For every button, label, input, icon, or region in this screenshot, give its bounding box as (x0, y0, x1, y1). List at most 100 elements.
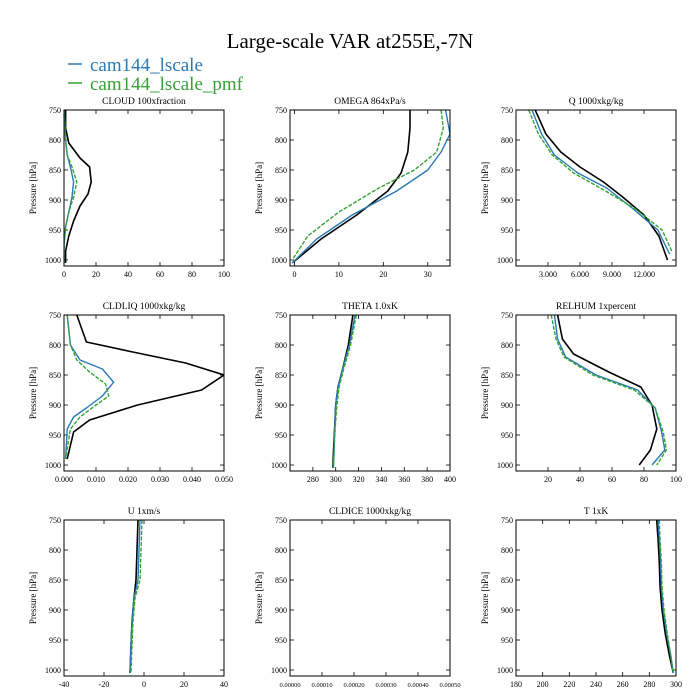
xtick-label-u: 20 (180, 680, 188, 689)
ytick-label-u: 950 (49, 636, 61, 645)
ytick-label-t: 850 (501, 576, 513, 585)
xtick-label-cldice: 0.00040 (407, 682, 428, 689)
ytick-label-theta: 950 (275, 431, 287, 440)
ytick-label-relhum: 800 (501, 341, 513, 350)
panel-title-relhum: RELHUM 1xpercent (556, 302, 636, 312)
xtick-label-t: 180 (510, 680, 522, 689)
ytick-label-u: 850 (49, 576, 61, 585)
xtick-label-relhum: 20 (544, 475, 552, 484)
xtick-label-relhum: 40 (576, 475, 584, 484)
ytick-label-theta: 800 (275, 341, 287, 350)
figure-title: Large-scale VAR at255E,-7N (227, 29, 474, 53)
series-cam144-lscale-theta (332, 315, 356, 469)
xtick-label-t: 260 (617, 680, 629, 689)
xtick-label-cloud: 100 (218, 270, 230, 279)
ytick-label-cldice: 850 (275, 576, 287, 585)
xtick-label-u: 40 (220, 680, 228, 689)
xtick-label-cloud: 0 (62, 270, 66, 279)
ytick-label-cldliq: 750 (49, 311, 61, 320)
panel-ylabel-u: Pressure [hPa] (28, 572, 38, 624)
plot-frame-q (515, 109, 677, 267)
panel-title-u: U 1xm/s (128, 507, 161, 517)
ytick-label-cldice: 950 (275, 636, 287, 645)
xtick-label-cldice: 0.00010 (311, 682, 332, 689)
panel-u: U 1xm/s Pressure [hPa] 750 800 850 900 950 1000… (28, 507, 228, 689)
series-reference-t (655, 520, 675, 674)
xtick-label-omega: 0 (292, 270, 296, 279)
ytick-label-relhum: 1000 (497, 461, 513, 470)
ytick-label-u: 750 (49, 516, 61, 525)
panel-ylabel-cldliq: Pressure [hPa] (28, 367, 38, 419)
panel-title-cldice: CLDICE 1000xkg/kg (329, 507, 411, 517)
panel-ylabel-theta: Pressure [hPa] (254, 367, 264, 419)
xtick-label-theta: 320 (353, 475, 365, 484)
ytick-label-u: 900 (49, 606, 61, 615)
xtick-label-theta: 380 (421, 475, 433, 484)
xtick-label-cldice: 0.00000 (279, 682, 300, 689)
xtick-label-t: 280 (643, 680, 655, 689)
xtick-label-cloud: 40 (124, 270, 132, 279)
panel-title-cloud: CLOUD 100xfraction (102, 96, 186, 107)
ytick-label-relhum: 950 (501, 431, 513, 440)
ytick-label-u: 1000 (45, 666, 61, 675)
series-cam144-lscale-pmf-t (658, 520, 674, 674)
ytick-label-relhum: 750 (501, 311, 513, 320)
ytick-label-cloud: 800 (49, 136, 61, 145)
series-cam144-lscale-pmf-u (130, 520, 143, 674)
plot-frame-t (515, 519, 677, 677)
ytick-label-omega: 750 (275, 106, 287, 115)
panel-omega: OMEGA 864xPa/s Pressure [hPa] 750 800 850 900… (254, 97, 451, 279)
ytick-label-theta: 1000 (271, 461, 287, 470)
plot-frame-cloud (63, 109, 225, 267)
series-reference-omega (291, 110, 411, 264)
series-reference-cloud (64, 110, 92, 263)
ytick-label-t: 900 (501, 606, 513, 615)
xtick-label-t: 220 (563, 680, 575, 689)
xtick-label-cldice: 0.00050 (439, 682, 460, 689)
panel-q: Q 1000xkg/kg Pressure [hPa] 750 800 850 900 95… (480, 97, 677, 279)
ytick-label-theta: 850 (275, 371, 287, 380)
panel-theta: THETA 1.0xK Pressure [hPa] 750 800 850 900 950… (254, 302, 456, 484)
series-cam144-lscale-relhum (553, 315, 666, 466)
xtick-label-cldliq: 0.020 (119, 475, 137, 484)
plot-frame-cldliq (63, 314, 225, 472)
xtick-label-q: 9.000 (603, 270, 621, 279)
panel-relhum: RELHUM 1xpercent Pressure [hPa] 750 800 850 9… (480, 302, 682, 484)
panel-title-cldliq: CLDLIQ 1000xkg/kg (103, 302, 186, 312)
ytick-label-cloud: 900 (49, 196, 61, 205)
plot-frame-theta (289, 314, 451, 472)
panel-title-q: Q 1000xkg/kg (569, 97, 624, 107)
ytick-label-omega: 800 (275, 136, 287, 145)
ytick-label-cldice: 800 (275, 546, 287, 555)
ytick-label-cldice: 1000 (271, 666, 287, 675)
ytick-label-cldliq: 800 (49, 341, 61, 350)
ytick-label-cldliq: 950 (49, 431, 61, 440)
ytick-label-cloud: 850 (49, 166, 61, 175)
ytick-label-omega: 850 (275, 166, 287, 175)
ytick-label-q: 800 (501, 136, 513, 145)
series-cam144-lscale-q (531, 110, 671, 255)
xtick-label-u: -40 (59, 680, 70, 689)
panel-ylabel-relhum: Pressure [hPa] (480, 367, 490, 419)
series-cam144-lscale-pmf-cldliq (64, 315, 110, 460)
plot-frame-relhum (515, 314, 677, 472)
xtick-label-relhum: 80 (640, 475, 648, 484)
ytick-label-theta: 900 (275, 401, 287, 410)
xtick-label-theta: 360 (398, 475, 410, 484)
xtick-label-theta: 340 (375, 475, 387, 484)
ytick-label-cldliq: 850 (49, 371, 61, 380)
plot-frame-omega (289, 109, 451, 267)
xtick-label-u: 0 (142, 680, 146, 689)
xtick-label-cldliq: 0.040 (183, 475, 201, 484)
xtick-label-cldliq: 0.030 (151, 475, 169, 484)
ytick-label-cldliq: 1000 (45, 461, 61, 470)
xtick-label-theta: 400 (444, 475, 456, 484)
ytick-label-relhum: 850 (501, 371, 513, 380)
ytick-label-q: 750 (501, 106, 513, 115)
series-reference-q (534, 110, 669, 261)
panel-ylabel-t: Pressure [hPa] (480, 572, 490, 624)
ytick-label-cloud: 750 (49, 106, 61, 115)
panel-cldice: CLDICE 1000xkg/kg Pressure [hPa] 750 800 850… (254, 507, 461, 689)
